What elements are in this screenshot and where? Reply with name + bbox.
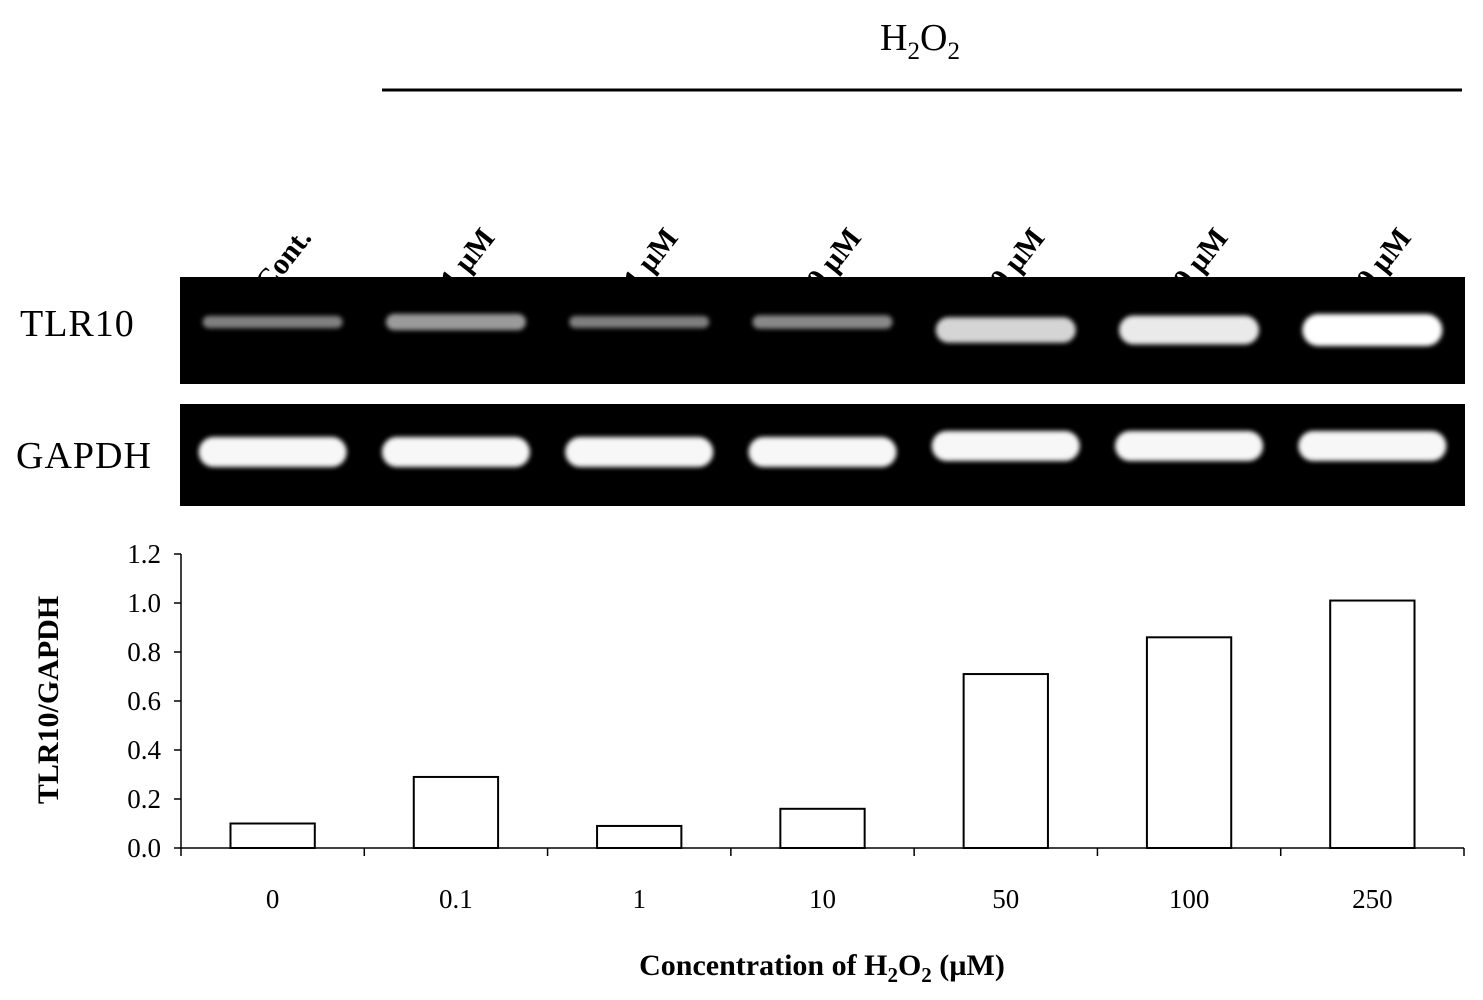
bands-gapdh bbox=[198, 431, 1447, 467]
x-tick-label: 100 bbox=[1169, 884, 1210, 914]
y-tick-label: 0.0 bbox=[127, 833, 161, 863]
gapdh-band bbox=[1298, 431, 1447, 461]
gel-row-label-gapdh: GAPDH bbox=[16, 435, 152, 477]
treatment-label: H2O2 bbox=[880, 17, 960, 65]
y-tick-label: 0.8 bbox=[127, 637, 161, 667]
gapdh-band bbox=[748, 437, 897, 467]
x-tick-label: 50 bbox=[992, 884, 1019, 914]
gapdh-band bbox=[931, 431, 1080, 461]
y-axis-title: TLR10/GAPDH bbox=[32, 596, 65, 804]
gel-strip-tlr10 bbox=[180, 277, 1465, 384]
gapdh-band bbox=[1115, 431, 1264, 461]
tlr10-band bbox=[569, 316, 710, 328]
bands-tlr10 bbox=[202, 313, 1443, 346]
bar bbox=[962, 673, 1049, 849]
bar bbox=[779, 807, 866, 849]
bar-chart: 0.0 0.2 0.4 0.6 0.8 1.0 1.2 0 0.1 1 10 50 100 250 TL… bbox=[32, 539, 1465, 987]
gapdh-band bbox=[198, 437, 347, 467]
tlr10-band bbox=[1302, 314, 1443, 346]
x-axis-title: Concentration of H2O2 (µM) bbox=[639, 949, 1005, 987]
y-tick-label: 1.0 bbox=[127, 588, 161, 618]
tlr10-band bbox=[202, 315, 343, 329]
bars bbox=[229, 599, 1416, 850]
bar bbox=[1145, 636, 1233, 849]
y-tick-label: 0.6 bbox=[127, 686, 161, 716]
bar bbox=[412, 775, 500, 850]
gel-row-label-tlr10: TLR10 bbox=[20, 303, 135, 345]
y-tick-label: 0.4 bbox=[127, 735, 161, 765]
tlr10-band bbox=[385, 313, 526, 331]
y-tick-label: 1.2 bbox=[127, 539, 161, 569]
tlr10-band bbox=[935, 317, 1076, 343]
bar bbox=[596, 824, 683, 850]
x-tick-label: 0.1 bbox=[439, 884, 473, 914]
bar bbox=[1329, 599, 1416, 849]
x-tick-label: 250 bbox=[1352, 884, 1393, 914]
tlr10-band bbox=[1119, 315, 1260, 345]
gapdh-band bbox=[565, 437, 714, 467]
bar bbox=[229, 822, 316, 849]
x-tick-label: 10 bbox=[809, 884, 836, 914]
x-tick-label: 1 bbox=[632, 884, 646, 914]
x-tick-label: 0 bbox=[266, 884, 280, 914]
y-ticks: 0.0 0.2 0.4 0.6 0.8 1.0 1.2 bbox=[127, 539, 181, 863]
gapdh-band bbox=[381, 437, 530, 467]
tlr10-band bbox=[752, 315, 893, 329]
x-ticks: 0 0.1 1 10 50 100 250 bbox=[180, 848, 1465, 914]
y-tick-label: 0.2 bbox=[127, 784, 161, 814]
